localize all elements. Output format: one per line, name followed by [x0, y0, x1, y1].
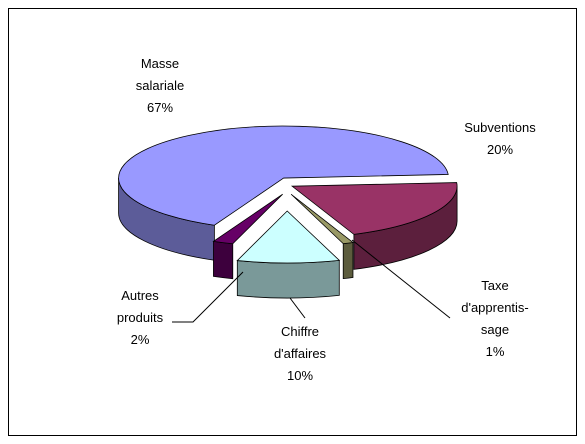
label-line: Autres [121, 288, 159, 303]
label-line: Taxe [481, 278, 508, 293]
labels: Subventions 20% Taxe d'apprentis-sage 1% Chif… [117, 56, 536, 383]
slice-label: Autres produits [117, 288, 164, 325]
slice [212, 193, 283, 245]
leader-line [289, 297, 306, 319]
slice [118, 125, 449, 226]
label-line: Masse [141, 56, 179, 71]
slice [290, 182, 458, 235]
slice-label: Chiffre d'affaires [274, 324, 327, 361]
leader-line [351, 239, 451, 319]
slice-label: Subventions [464, 120, 536, 135]
label-line: sage [481, 322, 509, 337]
label-line: d'affaires [274, 346, 327, 361]
slice-label: Taxe d'apprentis-sage [461, 278, 529, 337]
label-line: d'apprentis- [461, 300, 529, 315]
label-line: salariale [136, 78, 184, 93]
label-line: Subventions [464, 120, 536, 135]
leader-line [172, 271, 244, 323]
value-label: 67% [147, 100, 173, 115]
value-label: 20% [487, 142, 513, 157]
slice-side [342, 242, 354, 280]
slice [290, 193, 354, 245]
slice-side [213, 240, 234, 280]
value-label: 10% [287, 368, 313, 383]
value-label: 2% [131, 332, 150, 347]
slice [236, 210, 341, 264]
slice-label: Masse salariale [136, 56, 184, 93]
value-label: 1% [486, 344, 505, 359]
pie [118, 125, 458, 299]
label-line: produits [117, 310, 164, 325]
slice-side [236, 259, 340, 299]
label-line: Chiffre [281, 324, 319, 339]
